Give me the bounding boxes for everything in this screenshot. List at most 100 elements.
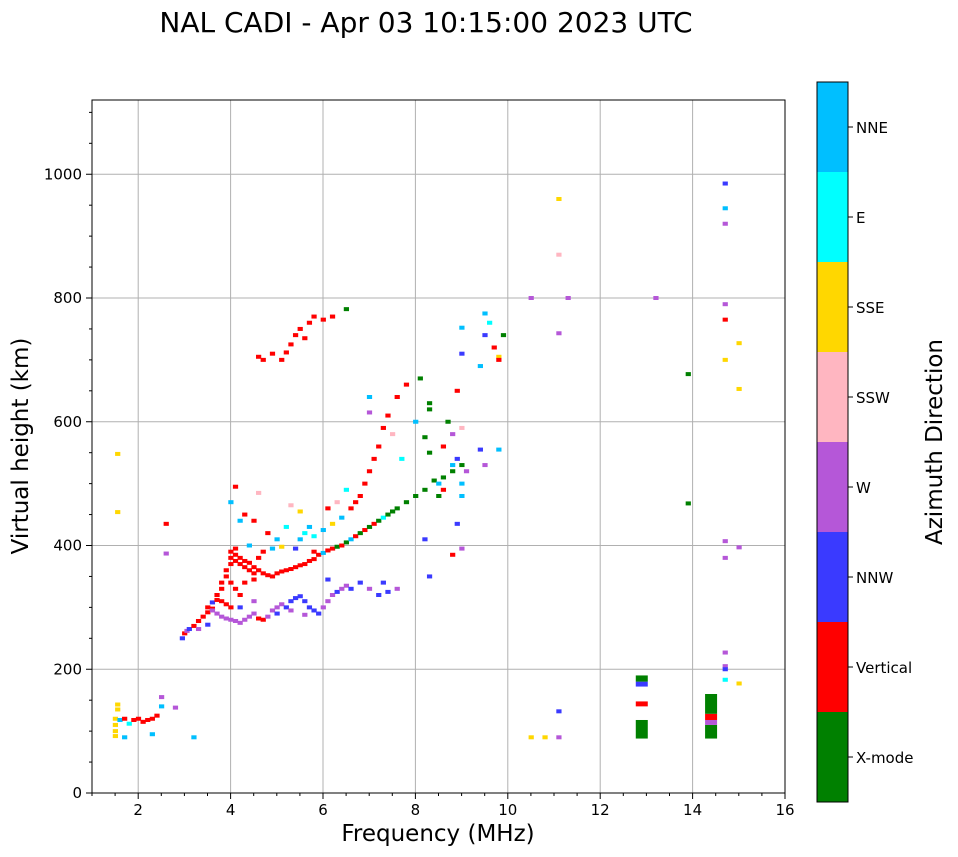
data-point xyxy=(459,494,465,498)
data-point xyxy=(459,425,465,430)
data-point xyxy=(214,611,220,616)
data-point xyxy=(302,336,308,341)
data-point xyxy=(376,444,382,449)
data-point xyxy=(320,528,326,533)
data-point xyxy=(306,524,313,529)
y-tick-label: 800 xyxy=(53,289,82,307)
data-point xyxy=(200,614,206,619)
data-point xyxy=(131,717,137,722)
data-point xyxy=(172,705,179,710)
data-point xyxy=(431,478,437,483)
data-point xyxy=(385,413,391,418)
data-point xyxy=(556,709,562,714)
data-point xyxy=(496,447,502,452)
data-point xyxy=(302,599,308,604)
data-point xyxy=(256,354,262,359)
data-point xyxy=(251,565,257,570)
data-point xyxy=(348,586,354,591)
data-point xyxy=(394,395,400,399)
data-point xyxy=(112,716,119,721)
data-point xyxy=(292,333,299,338)
data-point xyxy=(112,722,119,727)
data-point xyxy=(736,681,742,686)
data-point xyxy=(496,357,502,362)
data-point xyxy=(722,555,728,560)
colorbar-frame xyxy=(816,81,849,803)
data-point xyxy=(265,614,271,619)
data-point xyxy=(440,444,447,449)
data-point xyxy=(292,596,299,601)
data-point xyxy=(329,546,336,551)
y-tick-label: 400 xyxy=(53,537,82,555)
data-point xyxy=(459,325,465,330)
data-point xyxy=(334,544,340,549)
data-point xyxy=(722,667,728,672)
data-point xyxy=(389,432,396,437)
data-point xyxy=(288,567,294,572)
data-point xyxy=(219,599,225,604)
x-tick-label: 10 xyxy=(498,801,517,819)
colorbar-segment xyxy=(817,442,848,532)
data-point xyxy=(403,500,410,505)
data-point xyxy=(459,481,465,486)
data-point xyxy=(246,568,252,573)
data-point xyxy=(722,221,728,226)
data-point xyxy=(339,543,345,548)
colorbar-label: Vertical xyxy=(856,659,912,677)
data-point xyxy=(329,314,336,319)
data-point xyxy=(302,562,308,567)
data-point xyxy=(450,463,456,468)
data-point xyxy=(228,605,234,610)
data-point xyxy=(242,580,248,585)
data-point xyxy=(260,357,266,362)
data-point xyxy=(115,707,121,712)
data-point xyxy=(339,515,345,520)
data-point xyxy=(362,481,368,486)
data-point xyxy=(487,320,493,325)
grid xyxy=(92,100,785,793)
data-point xyxy=(237,605,243,610)
data-point xyxy=(260,571,266,576)
data-point xyxy=(334,589,340,594)
data-point xyxy=(283,524,289,529)
data-point xyxy=(329,593,336,597)
data-point xyxy=(311,314,317,319)
colorbar-segment xyxy=(817,262,848,352)
data-point xyxy=(426,401,433,406)
data-point xyxy=(311,557,317,562)
data-point xyxy=(179,636,185,641)
y-tick-label: 600 xyxy=(53,413,82,431)
data-point xyxy=(242,558,248,563)
data-point xyxy=(334,500,340,505)
data-point xyxy=(371,456,377,461)
data-point xyxy=(214,597,220,602)
data-point xyxy=(297,509,303,514)
data-point xyxy=(454,456,460,461)
data-point xyxy=(158,695,165,700)
data-point xyxy=(440,487,447,492)
data-point xyxy=(297,537,303,542)
data-point xyxy=(528,296,534,300)
data-point xyxy=(343,583,350,588)
data-point xyxy=(445,419,451,424)
colorbar-segment xyxy=(817,172,848,262)
data-point xyxy=(385,589,391,594)
data-point xyxy=(436,481,442,486)
data-point xyxy=(279,544,285,549)
data-point xyxy=(126,721,132,726)
data-block xyxy=(635,681,648,687)
data-point xyxy=(459,463,465,468)
data-point xyxy=(528,735,534,740)
data-point xyxy=(403,382,410,387)
data-point xyxy=(426,574,433,579)
data-point xyxy=(316,552,322,557)
data-point xyxy=(565,296,571,300)
data-point xyxy=(228,555,234,560)
data-point xyxy=(265,531,271,536)
data-point xyxy=(722,302,728,307)
data-block xyxy=(635,701,648,707)
data-point xyxy=(306,605,313,610)
data-point xyxy=(736,341,742,346)
data-point xyxy=(380,580,386,585)
